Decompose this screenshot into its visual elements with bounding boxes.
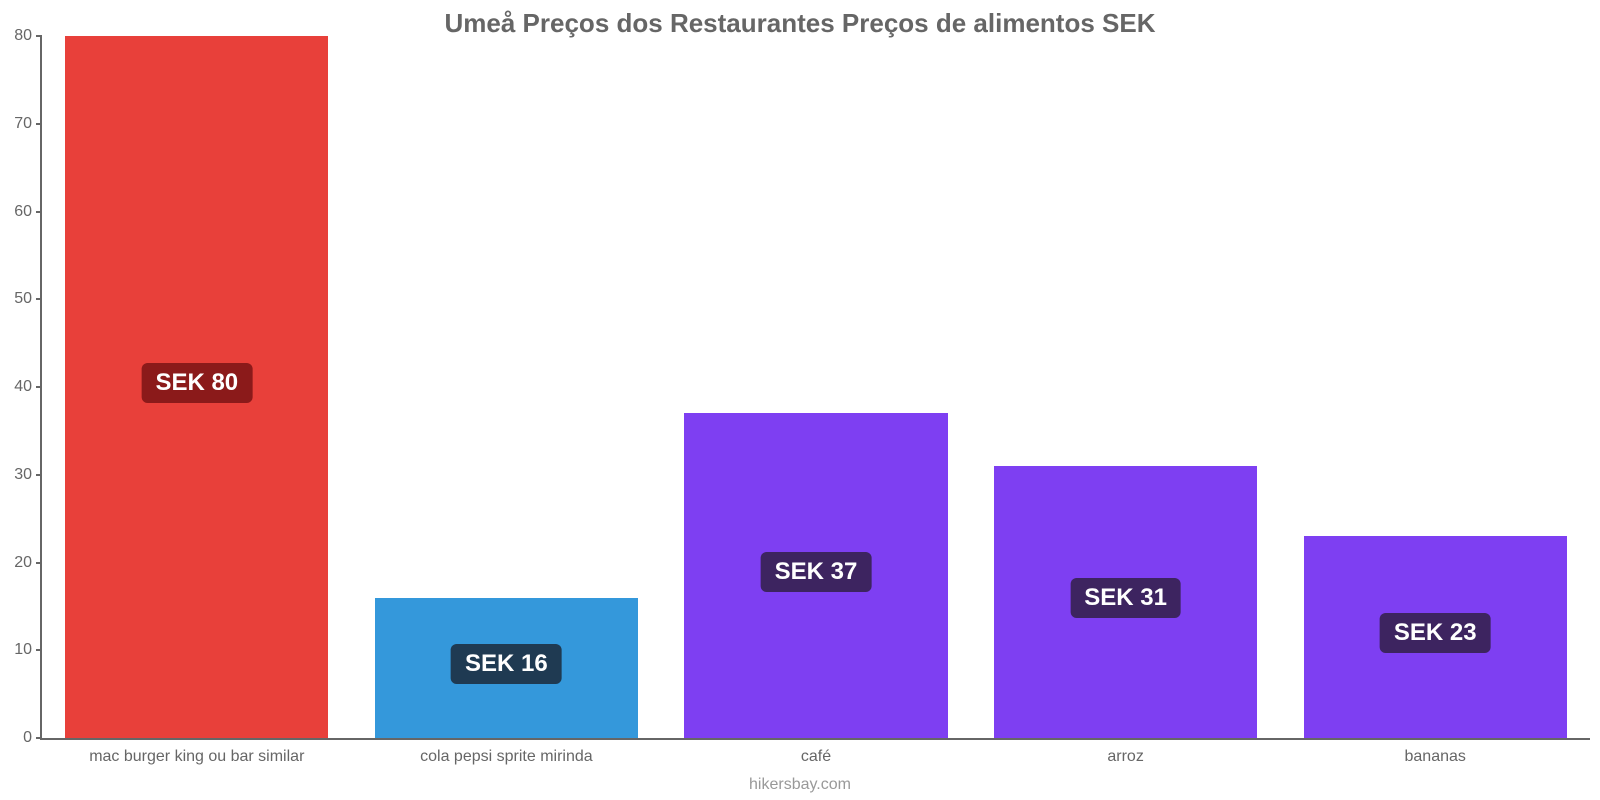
y-tick-label: 80 — [14, 27, 32, 45]
x-axis-label: café — [801, 748, 831, 766]
y-tick-label: 40 — [14, 378, 32, 396]
y-tick — [36, 474, 42, 476]
y-tick — [36, 649, 42, 651]
y-tick-label: 70 — [14, 115, 32, 133]
bar: SEK 37 — [684, 413, 947, 738]
chart-container: Umeå Preços dos Restaurantes Preços de a… — [0, 0, 1600, 800]
y-tick-label: 50 — [14, 290, 32, 308]
y-tick — [36, 211, 42, 213]
x-axis-label: arroz — [1107, 748, 1143, 766]
bar-value-badge: SEK 16 — [451, 644, 562, 684]
bar: SEK 23 — [1304, 536, 1567, 738]
y-tick-label: 60 — [14, 203, 32, 221]
x-axis-label: bananas — [1404, 748, 1465, 766]
bar: SEK 31 — [994, 466, 1257, 738]
plot-area: SEK 80SEK 16SEK 37SEK 31SEK 23 010203040… — [40, 36, 1590, 740]
y-tick-label: 20 — [14, 554, 32, 572]
y-tick — [36, 562, 42, 564]
y-tick — [36, 298, 42, 300]
bar: SEK 80 — [65, 36, 328, 738]
y-tick — [36, 35, 42, 37]
bar: SEK 16 — [375, 598, 638, 738]
y-tick-label: 0 — [23, 729, 32, 747]
bar-value-badge: SEK 80 — [141, 363, 252, 403]
bar-value-badge: SEK 37 — [761, 552, 872, 592]
y-tick-label: 30 — [14, 466, 32, 484]
x-axis-label: cola pepsi sprite mirinda — [420, 748, 593, 766]
credit-label: hikersbay.com — [0, 776, 1600, 794]
x-axis-label: mac burger king ou bar similar — [89, 748, 304, 766]
y-tick — [36, 123, 42, 125]
y-tick — [36, 737, 42, 739]
y-tick-label: 10 — [14, 641, 32, 659]
bar-value-badge: SEK 31 — [1070, 578, 1181, 618]
y-tick — [36, 386, 42, 388]
chart-title: Umeå Preços dos Restaurantes Preços de a… — [0, 8, 1600, 39]
bars-group: SEK 80 SEK 16 SEK 37 SEK 31 SEK 23 — [42, 36, 1590, 738]
bar-value-badge: SEK 23 — [1380, 613, 1491, 653]
